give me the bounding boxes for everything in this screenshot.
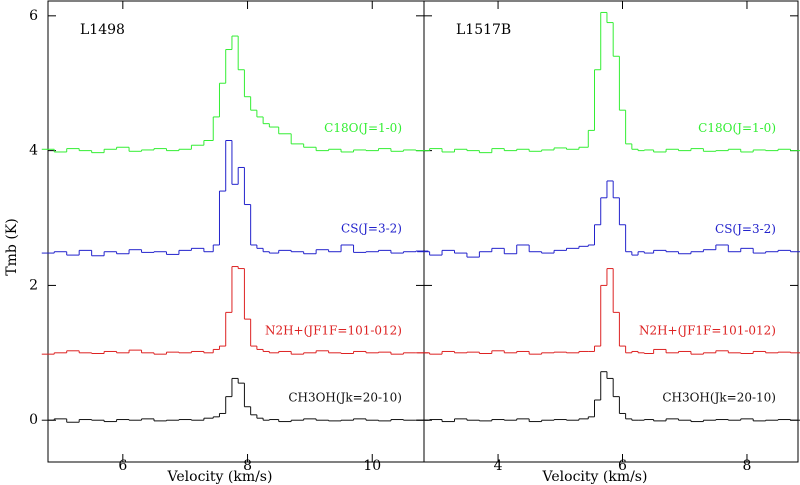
- plot-frame: [423, 0, 799, 463]
- panel-title: L1498: [80, 22, 125, 38]
- series-label: C18O(J=1-0): [698, 121, 776, 135]
- x-tick-label: 8: [243, 458, 252, 474]
- x-tick-label: 4: [494, 458, 503, 474]
- x-tick-label: 8: [743, 458, 752, 474]
- series-label: CH3OH(Jk=20-10): [662, 391, 776, 405]
- x-tick-label: 6: [118, 458, 127, 474]
- y-tick-label: 0: [29, 412, 38, 428]
- series-label: CH3OH(Jk=20-10): [288, 391, 402, 405]
- panel-title: L1517B: [456, 22, 511, 38]
- y-tick-label: 2: [29, 277, 38, 293]
- y-tick-label: 4: [29, 143, 38, 159]
- series-label: C18O(J=1-0): [324, 121, 402, 135]
- x-axis-label: Velocity (km/s): [167, 469, 273, 485]
- series-label: N2H+(JF1F=101-012): [265, 323, 402, 337]
- x-tick-label: 10: [363, 458, 381, 474]
- x-axis-label: Velocity (km/s): [542, 469, 648, 485]
- y-tick-label: 6: [29, 8, 38, 24]
- series-label: CS(J=3-2): [341, 222, 402, 236]
- series-label: N2H+(JF1F=101-012): [639, 323, 776, 337]
- series-label: CS(J=3-2): [715, 222, 776, 236]
- y-axis-label: Tmb (K): [4, 218, 20, 275]
- x-tick-label: 6: [618, 458, 627, 474]
